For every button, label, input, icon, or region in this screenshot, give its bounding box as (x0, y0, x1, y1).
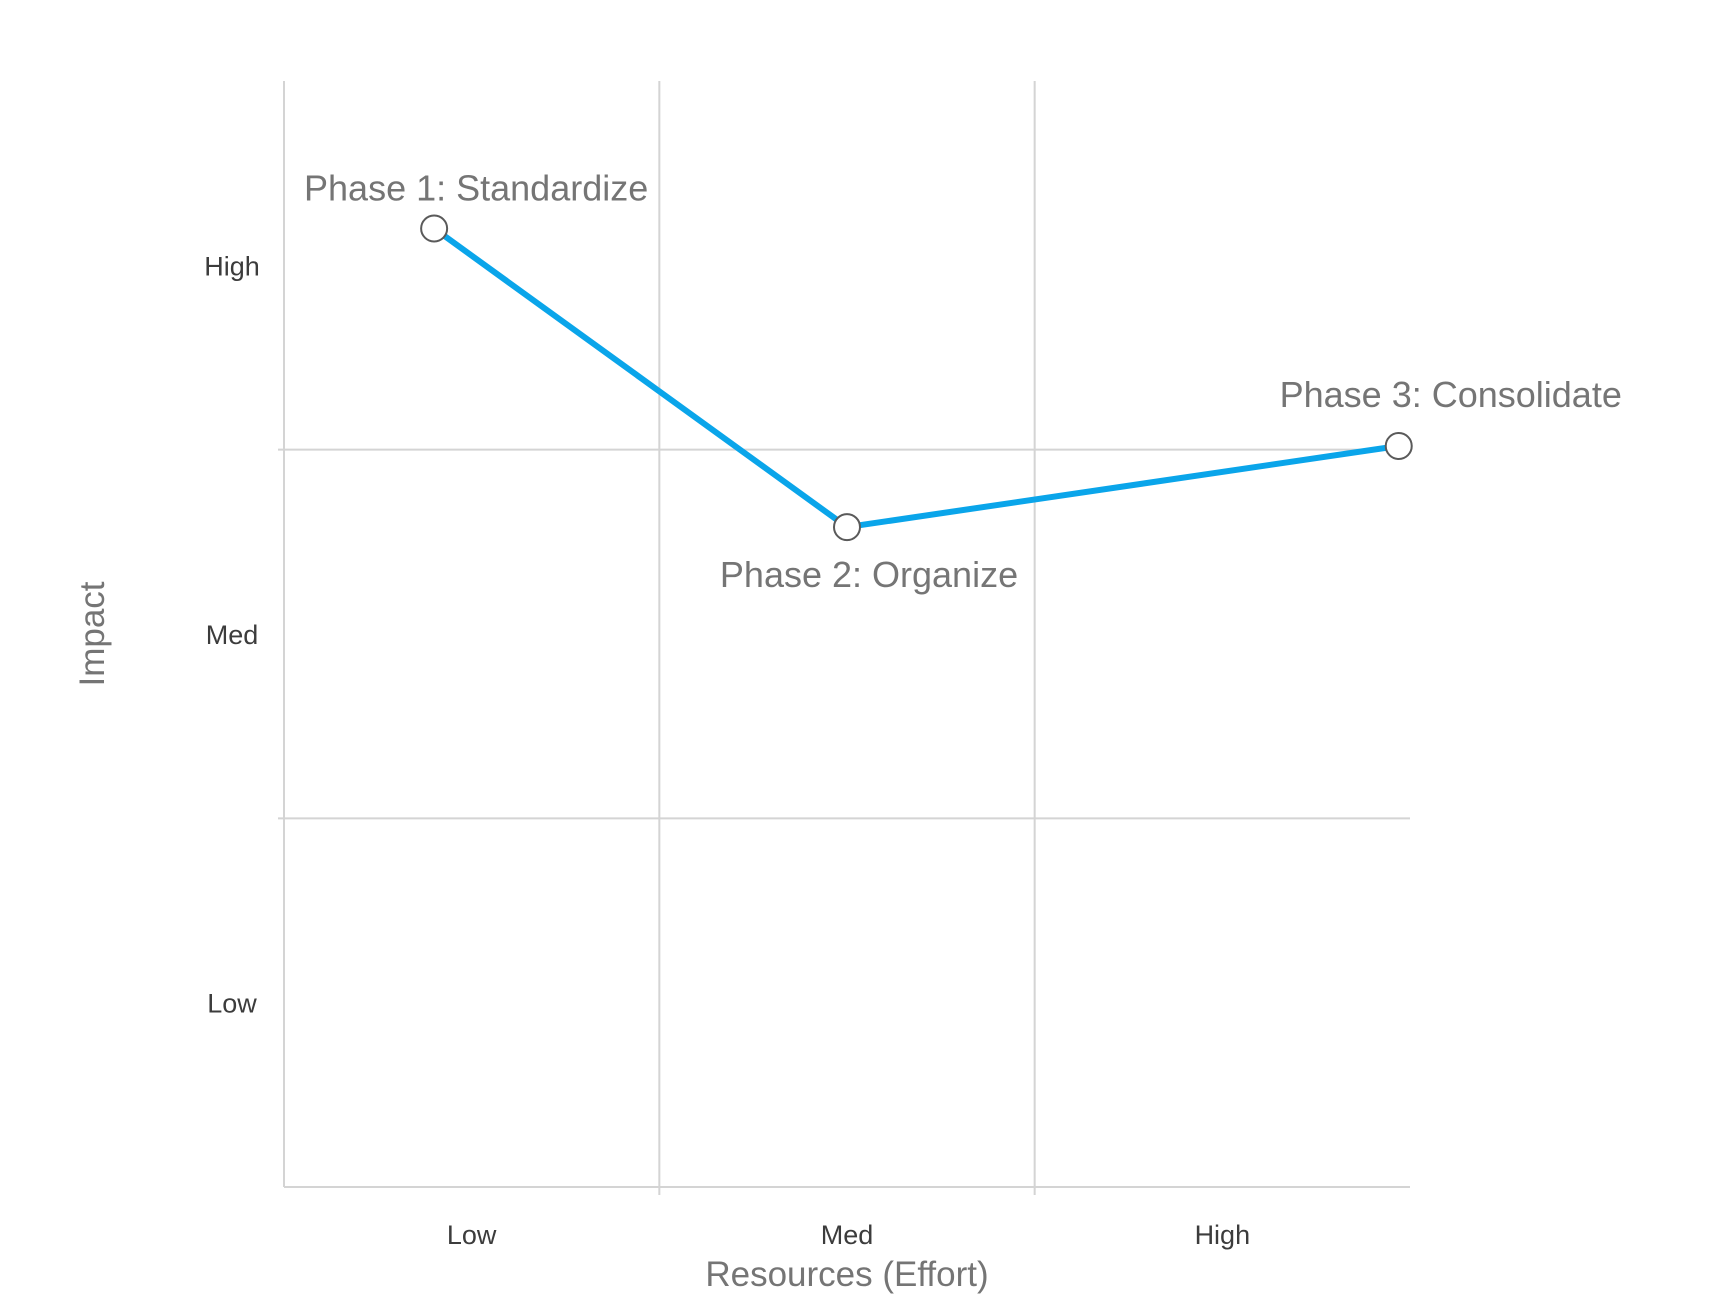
x-axis-title: Resources (Effort) (705, 1255, 988, 1294)
series-line (431, 225, 1402, 531)
x-tick-label: High (1195, 1220, 1251, 1250)
data-point (420, 214, 449, 243)
y-tick-label: High (204, 251, 260, 281)
x-tick-label: Med (821, 1220, 874, 1250)
y-axis-title: Impact (73, 581, 112, 686)
point-label: Phase 3: Consolidate (1280, 374, 1622, 415)
data-point (833, 513, 861, 542)
y-tick-label: Med (206, 620, 259, 650)
point-label: Phase 2: Organize (720, 554, 1018, 595)
grid (278, 81, 1410, 1195)
data-point (1384, 431, 1413, 460)
point-label: Phase 1: Standardize (304, 167, 648, 208)
series (420, 214, 1413, 542)
x-tick-label: Low (447, 1220, 497, 1250)
y-tick-label: Low (207, 989, 257, 1019)
axes: Low Med High Low Med High Resources (Effort) Im… (73, 81, 1410, 1294)
labels: Phase 1: Standardize Phase 2: Organize Pha… (304, 167, 1622, 595)
